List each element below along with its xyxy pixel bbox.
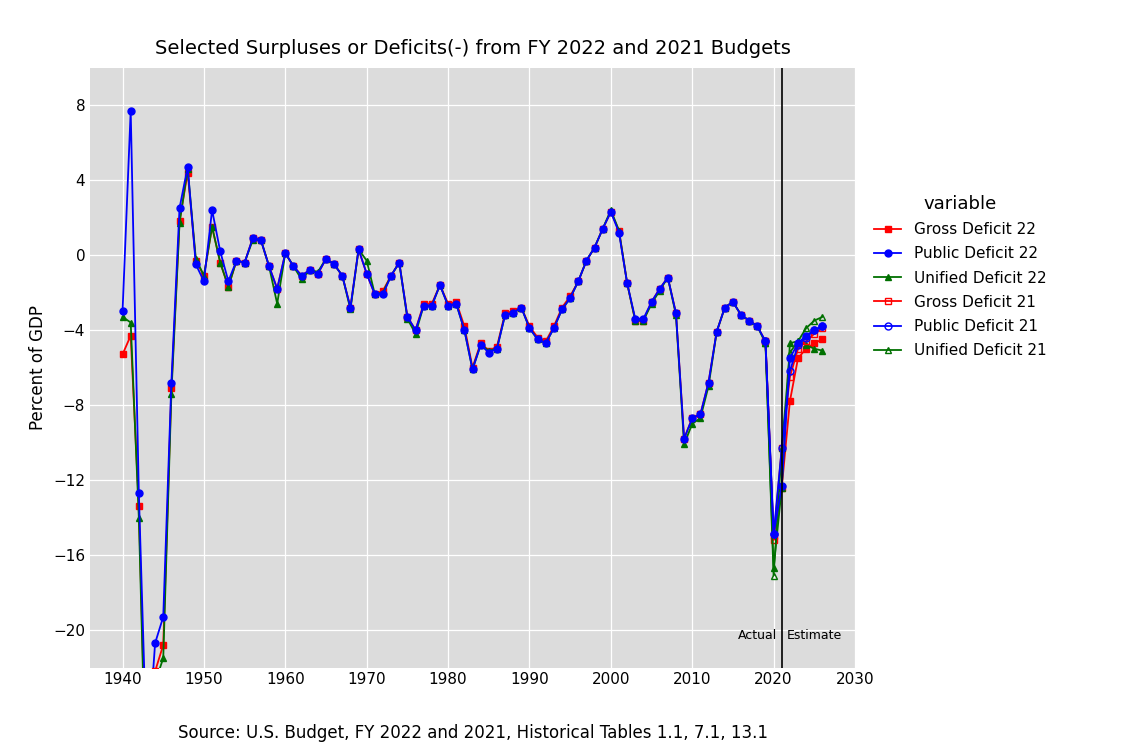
Legend: Gross Deficit 22, Public Deficit 22, Unified Deficit 22, Gross Deficit 21, Publi: Gross Deficit 22, Public Deficit 22, Uni… bbox=[874, 195, 1046, 358]
Text: Estimate: Estimate bbox=[786, 629, 842, 642]
Title: Selected Surpluses or Deficits(-) from FY 2022 and 2021 Budgets: Selected Surpluses or Deficits(-) from F… bbox=[154, 38, 791, 58]
Y-axis label: Percent of GDP: Percent of GDP bbox=[29, 305, 47, 430]
Text: Source: U.S. Budget, FY 2022 and 2021, Historical Tables 1.1, 7.1, 13.1: Source: U.S. Budget, FY 2022 and 2021, H… bbox=[178, 724, 767, 742]
Text: Actual: Actual bbox=[738, 629, 777, 642]
